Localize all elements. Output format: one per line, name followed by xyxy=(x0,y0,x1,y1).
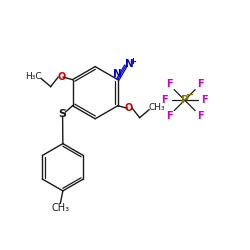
Text: F: F xyxy=(197,80,204,90)
Text: P: P xyxy=(180,95,189,105)
Text: O: O xyxy=(57,72,66,82)
Text: F: F xyxy=(161,95,168,105)
Text: +: + xyxy=(129,57,136,66)
Text: O: O xyxy=(125,104,133,114)
Text: H₃C: H₃C xyxy=(25,72,42,81)
Text: CH₃: CH₃ xyxy=(149,103,165,112)
Text: S: S xyxy=(58,110,66,120)
Text: N: N xyxy=(125,60,134,70)
Text: F: F xyxy=(166,111,172,121)
Text: CH₃: CH₃ xyxy=(51,203,70,213)
Text: F: F xyxy=(166,80,172,90)
Text: F: F xyxy=(201,95,208,105)
Text: −: − xyxy=(186,90,194,100)
Text: F: F xyxy=(197,111,204,121)
Text: N: N xyxy=(113,69,122,79)
